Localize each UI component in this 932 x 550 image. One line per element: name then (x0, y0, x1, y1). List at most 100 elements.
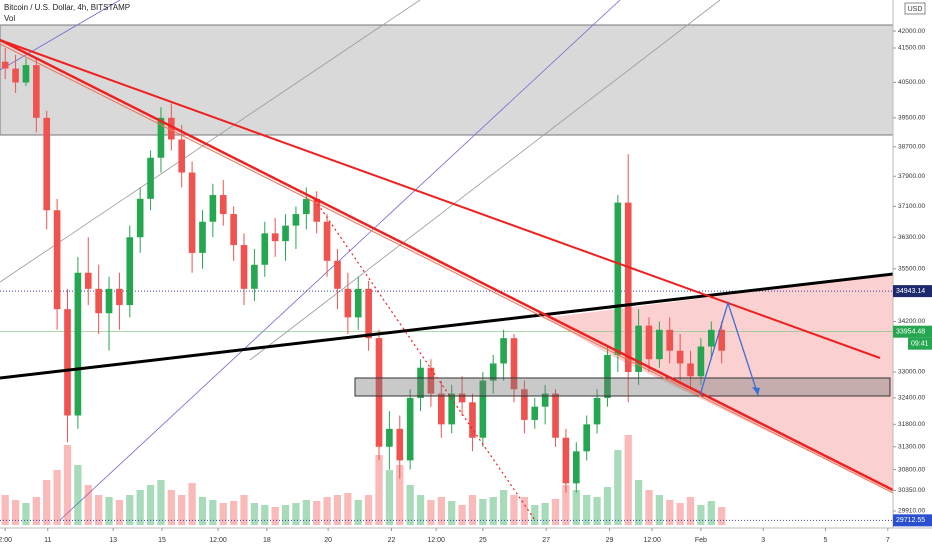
countdown-tag (908, 337, 932, 350)
candle-body (240, 245, 248, 289)
y-tick-label: 29910.00 (898, 508, 925, 515)
candle-body (95, 288, 102, 314)
volume-bar (479, 499, 487, 525)
y-tick-label: 41500.00 (898, 45, 925, 52)
price-axis (893, 0, 932, 550)
price-tag-label: 33954.48 (896, 329, 925, 336)
candle-body (365, 288, 372, 339)
volume-bar (63, 445, 72, 525)
candle-body (458, 393, 466, 403)
candle-body (53, 210, 61, 310)
volume-bar (416, 495, 425, 525)
candle-body (188, 172, 196, 253)
x-tick-label: 12:00 (427, 537, 445, 544)
candle-body (219, 195, 227, 215)
candle-body (251, 264, 258, 289)
volume-bar (562, 485, 570, 525)
candle-body (614, 202, 622, 355)
volume-bar (707, 501, 715, 525)
candle-body (209, 195, 217, 222)
channel-line (0, 0, 421, 283)
trend-line (0, 43, 894, 494)
candle-body (136, 198, 144, 238)
volume-bar (74, 465, 82, 525)
candle-body (261, 233, 269, 265)
candle-body (583, 424, 591, 452)
candle-body (84, 272, 92, 289)
candle-body (531, 406, 539, 420)
volume-bar (229, 501, 238, 525)
channel-line (249, 0, 721, 361)
candle-body (64, 309, 71, 416)
volume-bar (344, 493, 352, 525)
volume-bar (43, 480, 51, 525)
volume-bar (84, 485, 92, 525)
volume-bar (281, 505, 290, 525)
candle-body (541, 393, 549, 407)
candle-body (635, 325, 642, 372)
candle-body (33, 65, 40, 118)
candle-body (479, 380, 487, 438)
y-tick-label: 38700.00 (898, 143, 925, 150)
y-tick-label: 30800.00 (898, 466, 925, 473)
x-tick-label: 29 (606, 537, 614, 544)
volume-bar (146, 485, 155, 525)
y-tick-label: 34200.00 (898, 318, 925, 325)
volume-bar (531, 505, 539, 525)
volume-bar (676, 503, 684, 525)
volume-bar (541, 503, 549, 525)
x-tick-label: 18 (263, 537, 271, 544)
volume-bar (333, 495, 342, 525)
trend-line (0, 38, 894, 492)
price-tag (893, 325, 932, 338)
y-tick-label: 35500.00 (898, 265, 925, 272)
candle-body (313, 198, 321, 222)
candle-body (406, 397, 414, 461)
volume-bar (572, 490, 580, 525)
projection-arrow (699, 300, 759, 396)
volume-bar (219, 503, 227, 525)
price-tag (893, 514, 932, 527)
volume-bar (583, 495, 591, 525)
volume-bar (593, 497, 601, 525)
volume-bar (198, 497, 207, 525)
y-tick-label: 37100.00 (898, 203, 925, 210)
channel-line (0, 0, 121, 71)
candle-body (271, 233, 279, 242)
candle-body (157, 117, 165, 158)
candle-body (656, 329, 663, 360)
candle-body (562, 437, 570, 484)
volume-bar (302, 500, 310, 525)
trend-line (0, 39, 881, 359)
volume-bar (385, 470, 394, 525)
candle-body (604, 354, 611, 398)
candle-body (489, 363, 497, 381)
y-tick-label: 39500.00 (898, 115, 925, 122)
currency[interactable]: USD (908, 6, 923, 13)
candle-body (282, 225, 289, 242)
volume-bar (551, 499, 560, 525)
candle-body (105, 288, 113, 314)
candle-body (302, 198, 310, 215)
volume-bar (686, 497, 695, 525)
currency-box[interactable] (904, 2, 926, 15)
candle-body (676, 350, 684, 364)
volume-bar (510, 495, 518, 525)
candle-body (552, 393, 559, 438)
candle-body (168, 117, 175, 140)
candle-body (354, 288, 362, 318)
x-tick-label: 12:00 (209, 537, 227, 544)
candle-body (718, 329, 725, 351)
y-tick-label: 33000.00 (898, 369, 925, 376)
price-tag (893, 285, 932, 298)
x-tick-label: 3 (761, 537, 765, 544)
candle-body (199, 221, 206, 253)
candle-body (116, 288, 123, 306)
volume-bar (354, 500, 362, 525)
candles (1, 47, 725, 493)
candle-body (1, 61, 9, 69)
volume-label: Vol (4, 14, 15, 23)
volume-bar (188, 483, 196, 525)
x-tick-label: 13 (109, 537, 117, 544)
volume-bar (11, 500, 20, 525)
